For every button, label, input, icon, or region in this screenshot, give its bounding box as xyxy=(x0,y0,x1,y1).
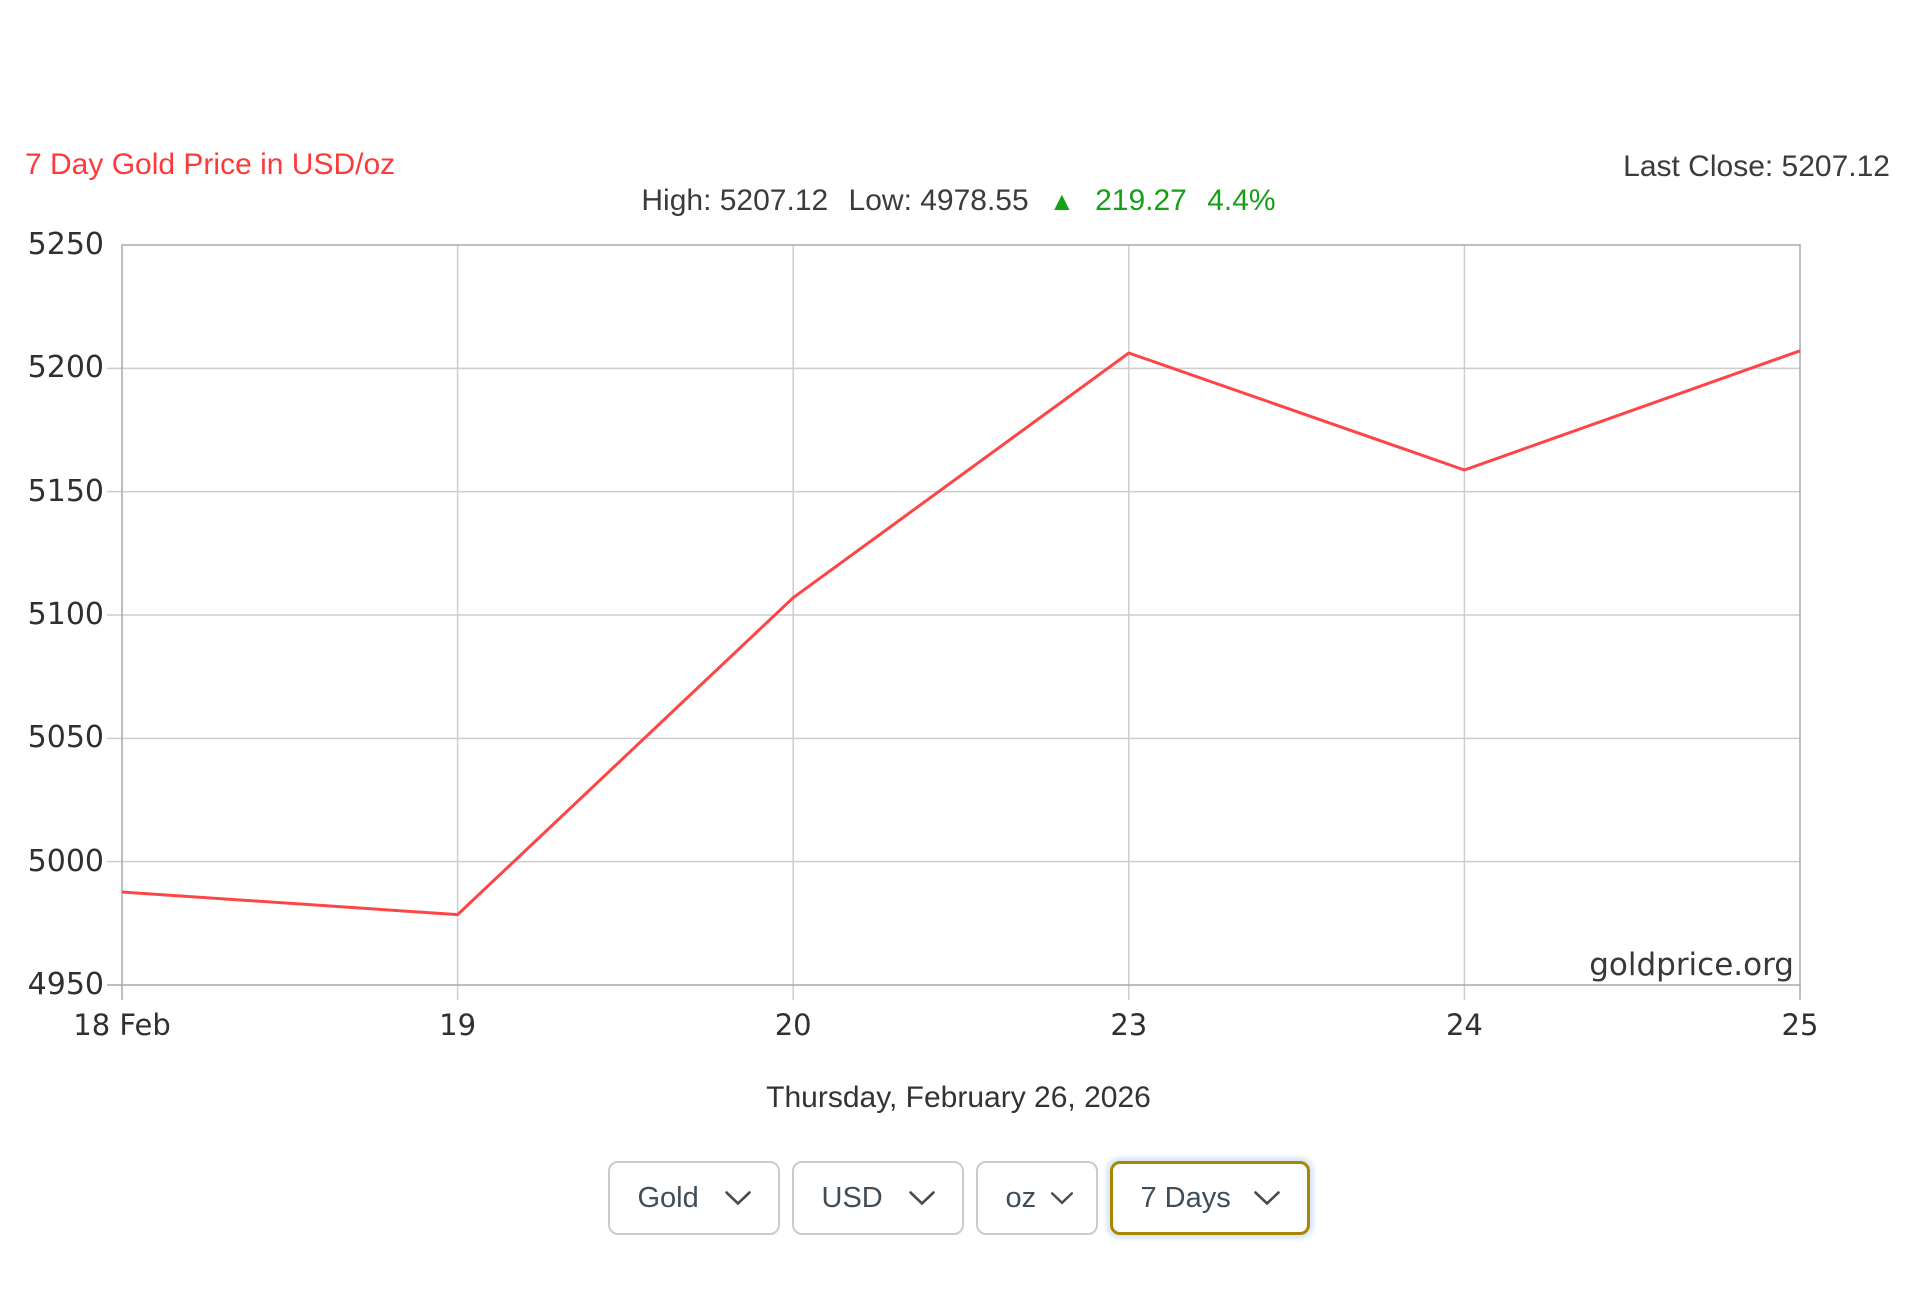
y-tick-label: 5200 xyxy=(27,350,104,386)
y-tick-label: 5050 xyxy=(27,720,104,756)
watermark: goldprice.org xyxy=(1589,947,1794,983)
currency-select[interactable]: USD xyxy=(791,1161,964,1235)
x-tick-label: 20 xyxy=(774,1008,812,1042)
range-select[interactable]: 7 Days xyxy=(1109,1161,1310,1235)
change-value: 219.27 xyxy=(1095,184,1187,217)
y-tick-label: 5250 xyxy=(27,227,104,262)
chart-date: Thursday, February 26, 2026 xyxy=(766,1081,1151,1114)
x-tick-label: 19 xyxy=(439,1008,477,1042)
y-tick-label: 5100 xyxy=(27,597,104,632)
unit-select-value: oz xyxy=(1005,1181,1037,1214)
x-tick-label: 24 xyxy=(1445,1008,1483,1042)
x-tick-label: 18 Feb xyxy=(73,1008,171,1042)
chart-controls: Gold USD oz 7 Days xyxy=(0,1161,1917,1237)
chevron-down-icon xyxy=(724,1190,751,1205)
plot-area: goldprice.org xyxy=(107,244,1801,1000)
metal-select[interactable]: Gold xyxy=(607,1161,780,1235)
x-tick-label: 23 xyxy=(1110,1008,1148,1042)
chevron-down-icon xyxy=(1253,1190,1280,1205)
chevron-down-icon xyxy=(1051,1191,1074,1204)
price-line-chart xyxy=(107,244,1801,1000)
range-select-value: 7 Days xyxy=(1140,1181,1231,1214)
last-close-value: Last Close: 5207.12 xyxy=(1623,150,1890,183)
chevron-down-icon xyxy=(908,1190,935,1205)
unit-select[interactable]: oz xyxy=(975,1161,1098,1235)
change-percent: 4.4% xyxy=(1207,184,1276,217)
x-tick-label: 25 xyxy=(1781,1008,1819,1042)
y-tick-label: 4950 xyxy=(27,967,104,1002)
high-label: High: 5207.12 xyxy=(641,184,829,217)
y-tick-label: 5000 xyxy=(27,843,104,879)
currency-select-value: USD xyxy=(821,1181,883,1214)
chart-title: 7 Day Gold Price in USD/oz xyxy=(25,148,396,181)
metal-select-value: Gold xyxy=(637,1181,699,1214)
y-axis-labels: 4950 5000 5050 5100 5150 5200 5250 xyxy=(0,227,104,1002)
x-axis-labels: 18 Feb 19 20 23 24 25 xyxy=(73,1006,1818,1046)
change-up-arrow-icon: ▲ xyxy=(1049,186,1075,216)
y-tick-label: 5150 xyxy=(27,473,104,509)
high-low-summary: High: 5207.12 Low: 4978.55 ▲ 219.27 4.4% xyxy=(0,184,1917,218)
low-label: Low: 4978.55 xyxy=(848,184,1029,217)
